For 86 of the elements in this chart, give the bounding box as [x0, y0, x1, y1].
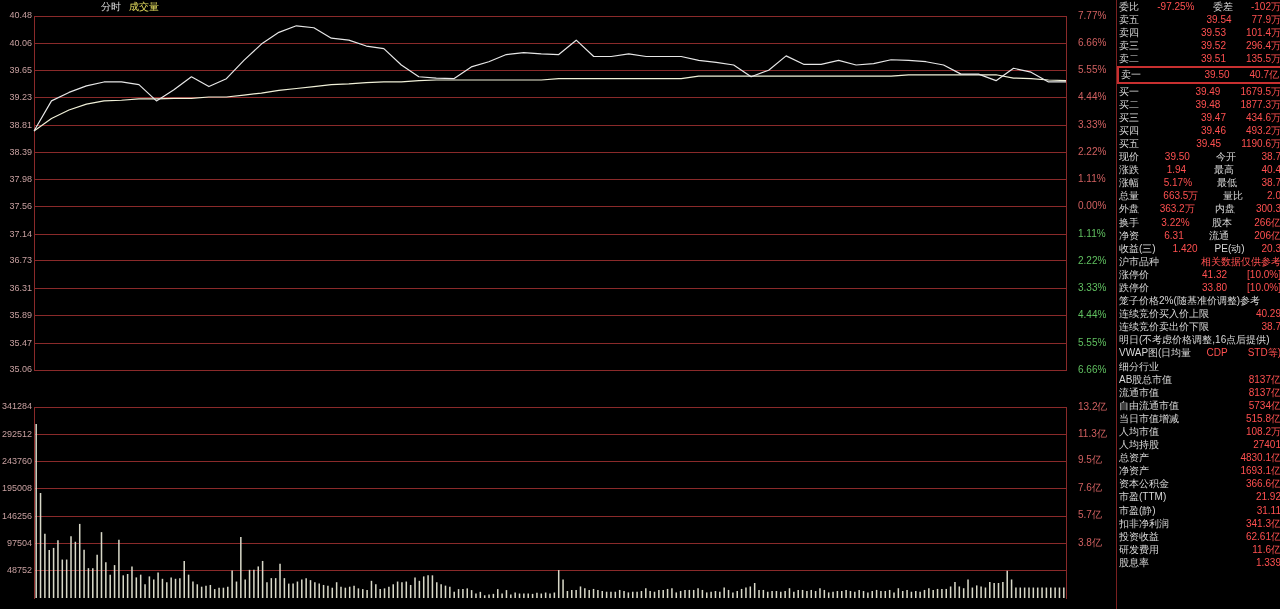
text: 总量 663.5万 量比 2.0: [1119, 190, 1280, 202]
y-tick-label: 38.81: [9, 119, 32, 130]
y2-tick-label: 3.33%: [1078, 118, 1107, 130]
text: 流通市值 8137亿: [1119, 386, 1280, 398]
y2-tick-label: 5.7亿: [1078, 509, 1102, 521]
y2-tick-label: 3.33%: [1078, 282, 1107, 294]
y-tick-label: 37.56: [9, 201, 32, 212]
text: 净资 6.31 流通 206亿: [1119, 229, 1280, 241]
text: 涨停价 41.32 [10.0%]: [1119, 268, 1280, 280]
text: 委比 -97.25% 委差 -102万: [1119, 1, 1280, 12]
y-tick-label: 243760: [1, 456, 32, 467]
y-tick-label: 37.14: [9, 228, 32, 239]
y-tick-label: 40.48: [9, 10, 32, 21]
y2-tick-label: 4.44%: [1078, 309, 1107, 321]
y2-tick-label: 7.77%: [1078, 9, 1107, 21]
y-tick-label: 40.06: [9, 37, 32, 48]
y2-tick-label: 5.55%: [1078, 64, 1107, 76]
text: 买二 39.48 1877.3万: [1119, 98, 1280, 110]
y-tick-label: 35.06: [9, 364, 32, 375]
y2-tick-label: 0.00%: [1078, 200, 1107, 212]
chart-title: 分时: [101, 1, 121, 12]
text: 换手 3.22% 股本 266亿: [1119, 216, 1280, 228]
y-tick-label: 341284: [1, 401, 32, 412]
y-tick-label: 35.89: [9, 310, 32, 321]
y2-tick-label: 6.66%: [1078, 36, 1107, 48]
text: 卖二 39.51 135.5万: [1119, 53, 1280, 65]
y2-tick-label: 7.6亿: [1078, 481, 1102, 493]
y2-tick-label: 5.55%: [1078, 336, 1107, 348]
text: 买四 39.46 493.2万: [1119, 124, 1280, 136]
text: 细分行业: [1119, 359, 1159, 373]
y2-tick-label: 4.44%: [1078, 91, 1107, 103]
y-tick-label: 38.39: [9, 146, 32, 157]
text: 市盈(TTM) 21.92: [1119, 491, 1280, 503]
text: 买五 39.45 1190.6万: [1119, 137, 1280, 149]
y2-tick-label: 1.11%: [1078, 227, 1106, 239]
text: 人均市值 108.2万: [1119, 426, 1280, 437]
y2-tick-label: 6.66%: [1078, 363, 1107, 375]
text: 买一 39.49 1679.5万: [1119, 85, 1280, 97]
text: 涨跌 1.94 最高 40.4: [1119, 164, 1280, 176]
text: 连续竞价买入价上限 40.29: [1119, 308, 1280, 320]
text: 涨幅 5.17% 最低 38.7: [1119, 177, 1280, 189]
y2-tick-label: 2.22%: [1078, 254, 1107, 266]
y-tick-label: 48752: [6, 565, 32, 576]
y-tick-label: 35.47: [9, 337, 32, 348]
text: 扣非净利润 341.3亿: [1119, 517, 1280, 529]
y-tick-label: 37.98: [9, 173, 32, 184]
y2-tick-label: 13.2亿: [1078, 400, 1108, 412]
text: VWAP图(日均量 CDP STD等): [1119, 347, 1280, 359]
y-tick-label: 97504: [6, 537, 32, 548]
y2-tick-label: 9.5亿: [1078, 454, 1102, 466]
text: 卖五 39.54 77.9万: [1119, 14, 1280, 26]
y-tick-label: 39.65: [9, 64, 32, 75]
text: 收益(三) 1.420 PE(动) 20.3: [1119, 242, 1280, 254]
y-tick-label: 146256: [1, 510, 32, 521]
text: 净资产 1693.1亿: [1119, 465, 1280, 477]
text: 人均持股 27401: [1119, 439, 1280, 451]
y2-tick-label: 3.8亿: [1078, 536, 1102, 548]
text: 现价 39.50 今开 38.7: [1119, 151, 1280, 163]
text: 笼子价格2%(随基准价调整)参考: [1119, 294, 1261, 308]
text: 跌停价 33.80 [10.0%]: [1119, 281, 1280, 293]
text: AB股总市值 8137亿: [1119, 373, 1280, 385]
text: 明日(不考虑价格调整,16点后提供): [1119, 333, 1270, 347]
text: 外盘 363.2万 内盘 300.3: [1119, 203, 1280, 215]
text: 研发费用 11.6亿: [1119, 543, 1280, 555]
text: 自由流通市值 5734亿: [1119, 399, 1280, 411]
y2-tick-label: 1.11%: [1078, 173, 1106, 185]
text: 卖四 39.53 101.4万: [1119, 27, 1280, 39]
y-tick-label: 39.23: [9, 92, 32, 103]
chart-subtitle: 成交量: [129, 1, 159, 12]
text: 卖三 39.52 296.4万: [1119, 40, 1280, 52]
text: 总资产 4830.1亿: [1119, 452, 1280, 464]
text: 资本公积金 366.6亿: [1119, 478, 1280, 490]
text: 沪市品种 相关数据仅供参考: [1119, 255, 1280, 267]
text: 当日市值增减 515.8亿: [1119, 412, 1280, 424]
y2-tick-label: 11.3亿: [1078, 428, 1107, 440]
text: 买三 39.47 434.6万: [1119, 111, 1280, 123]
outline-box: 卖一 39.50 40.7亿: [1117, 66, 1280, 84]
y-tick-label: 292512: [1, 428, 32, 439]
text: 股息率 1.339: [1119, 556, 1280, 568]
text: 连续竞价卖出价下限 38.7: [1119, 321, 1280, 333]
y-tick-label: 195008: [1, 483, 32, 494]
y2-tick-label: 2.22%: [1078, 145, 1107, 157]
text: 市盈(静) 31.11: [1119, 504, 1280, 516]
text: 投资收益 62.61亿: [1119, 530, 1280, 542]
y-tick-label: 36.31: [9, 282, 32, 293]
y-tick-label: 36.73: [9, 255, 32, 266]
